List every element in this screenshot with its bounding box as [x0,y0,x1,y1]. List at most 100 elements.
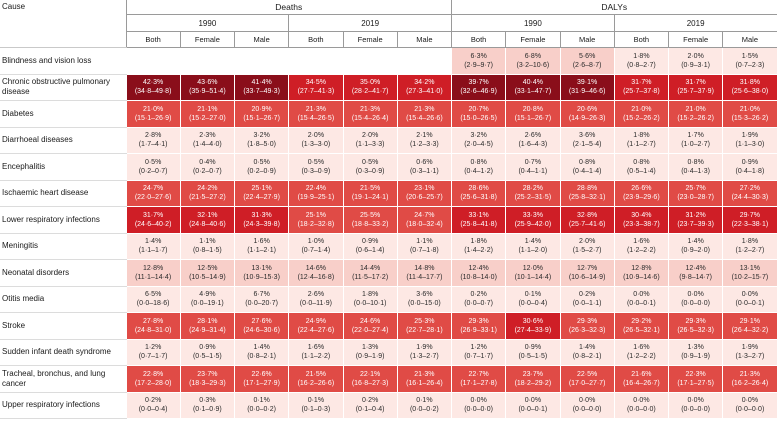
value-cell: 12·8% (11·1–14·4) [125,259,181,287]
percent-value: 33·3% [522,211,543,219]
sex-header: Female [667,31,724,48]
percent-value: 1·6% [253,238,270,246]
value-cell: 1·6% (1·2–2·2) [613,338,670,366]
table-row: Blindness and vision loss 6·3% (2·9–9·7) 6·… [0,47,777,75]
value-cell: 2·1% (1·2–3·3) [396,126,453,154]
value-cell: 20·6% (14·9–26·3) [559,100,615,128]
percent-value: 1·6% [633,238,650,246]
percent-value: 0·5% [253,158,270,166]
percent-value: 0·0% [470,397,487,405]
uncertainty-interval: (0·1–0·4) [355,406,385,414]
uncertainty-interval: (15·2–26·2) [677,114,714,122]
uncertainty-interval: (27·7–41·3) [297,88,335,96]
percent-value: 12·0% [522,264,543,272]
value-cell: 23·1% (20·6–25·7) [396,179,453,207]
uncertainty-interval: (25·6–31·8) [460,194,497,202]
percent-value: 1·6% [307,344,325,352]
table-row: Stroke 27·8% (24·8–31·0) 28·1% (24·9–31·4) 27… [0,312,777,340]
value-cell: 12·7% (10·6–14·9) [559,259,615,287]
percent-value: 0·0% [687,291,704,299]
value-cell: 0·0% (0·0–0·0) [613,391,670,419]
value-cell: 13·1% (10·2–15·7) [722,259,777,287]
value-cell: 20·9% (15·1–26·7) [233,100,290,128]
uncertainty-interval: (18·8–33·2) [351,220,389,228]
value-cell: 21·1% (15·2–27·0) [179,100,236,128]
value-cell: 0·8% (0·4–1·3) [667,153,724,181]
uncertainty-interval: (10·9–14·6) [623,273,660,281]
uncertainty-interval: (17·1–27·8) [460,379,497,387]
value-cell: 27·8% (24·8–31·0) [125,312,181,340]
percent-value: 3·6% [416,291,433,299]
value-cell: 2·3% (1·4–4·0) [179,126,236,154]
sex-header: Male [396,31,453,48]
percent-value: 33·1% [468,211,489,219]
value-cell: 29·3% (26·9–33·1) [450,312,507,340]
uncertainty-interval: (15·4–26·5) [297,114,335,122]
value-cell: 0·1% (0·1–0·3) [288,391,344,419]
sex-header: Female [505,31,561,48]
uncertainty-interval: (15·2–27·0) [189,114,226,122]
uncertainty-interval: (18·3–29·3) [189,379,226,387]
percent-value: 21·3% [360,105,381,113]
value-cell: 21·3% (15·4–26·4) [342,100,398,128]
value-cell: 1·8% (1·1–2·7) [613,126,670,154]
percent-value: 2·3% [199,132,216,140]
value-cell: 2·8% (1·7–4·1) [125,126,181,154]
percent-value: 12·4% [468,264,489,272]
uncertainty-interval: (26·3–32·3) [568,326,606,334]
percent-value: 22·3% [685,370,706,378]
value-cell: 24·9% (22·4–27·6) [288,312,344,340]
percent-value: 3·2% [470,132,487,140]
value-cell: 22·1% (16·8–27·3) [342,365,398,393]
percent-value: 42·3% [143,79,164,87]
value-cell [396,47,453,75]
uncertainty-interval: (1·2–3·3) [409,141,439,149]
percent-value: 0·0% [578,397,596,405]
uncertainty-interval: (21·5–27·2) [189,194,226,202]
uncertainty-interval: (24·3–39·8) [243,220,280,228]
value-cell: 0·0% (0·0–0·0) [450,391,507,419]
uncertainty-interval: (10·6–14·9) [568,273,606,281]
uncertainty-interval: (0·0–0·0) [681,406,711,414]
percent-value: 1·2% [470,344,487,352]
percent-value: 1·3% [361,344,379,352]
value-cell: 6·7% (0·0–20·7) [233,285,290,313]
uncertainty-interval: (25·7–37·8) [623,88,660,96]
uncertainty-interval: (10·1–14·4) [514,273,552,281]
deaths-group-header: Deaths [125,0,452,15]
percent-value: 1·0% [307,238,325,246]
uncertainty-interval: (22·0–27·6) [134,194,172,202]
uncertainty-interval: (26·5–32·3) [677,326,714,334]
table-row: Upper respiratory infections 0·2% (0·0–0·4… [0,391,777,419]
value-cell: 0·0% (0·0–0·0) [559,391,615,419]
uncertainty-interval: (2·9–9·7) [464,61,494,69]
value-cell: 0·8% (0·4–1·4) [559,153,615,181]
uncertainty-interval: (12·4–16·8) [297,273,335,281]
value-cell: 23·7% (18·3–29·3) [179,365,236,393]
table-row: Diarrhoeal diseases 2·8% (1·7–4·1) 2·3% (1·4… [0,126,777,154]
uncertainty-interval: (1·0–2·7) [681,141,711,149]
value-cell: 0·8% (0·5–1·4) [613,153,670,181]
value-cell: 24·7% (22·0–27·6) [125,179,181,207]
uncertainty-interval: (10·5–14·9) [189,273,226,281]
percent-value: 31·3% [251,211,272,219]
value-cell: 39·7% (32·6–46·9) [450,73,507,101]
percent-value: 0·8% [578,158,596,166]
uncertainty-interval: (23·0–28·7) [677,194,714,202]
value-cell: 21·0% (15·3–26·2) [722,100,777,128]
value-cell: 0·5% (0·3–0·9) [342,153,398,181]
table-row: Encephalitis 0·5% (0·2–0·7) 0·4% (0·2–0·7) 0·… [0,153,777,181]
value-cell: 1·4% (0·8–2·1) [559,338,615,366]
uncertainty-interval: (25·7–41·6) [568,220,606,228]
uncertainty-interval: (0·4–1·2) [464,167,494,175]
uncertainty-interval: (0·5–1·5) [518,353,548,361]
percent-value: 1·5% [741,52,759,60]
percent-value: 31·7% [631,79,652,87]
percent-value: 23·7% [522,370,543,378]
percent-value: 34·5% [305,79,326,87]
uncertainty-interval: (15·3–26·2) [731,114,769,122]
value-cell: 0·4% (0·2–0·7) [179,153,236,181]
value-cell: 21·0% (15·2–26·2) [613,100,670,128]
percent-value: 39·7% [468,79,489,87]
percent-value: 30·4% [631,211,652,219]
